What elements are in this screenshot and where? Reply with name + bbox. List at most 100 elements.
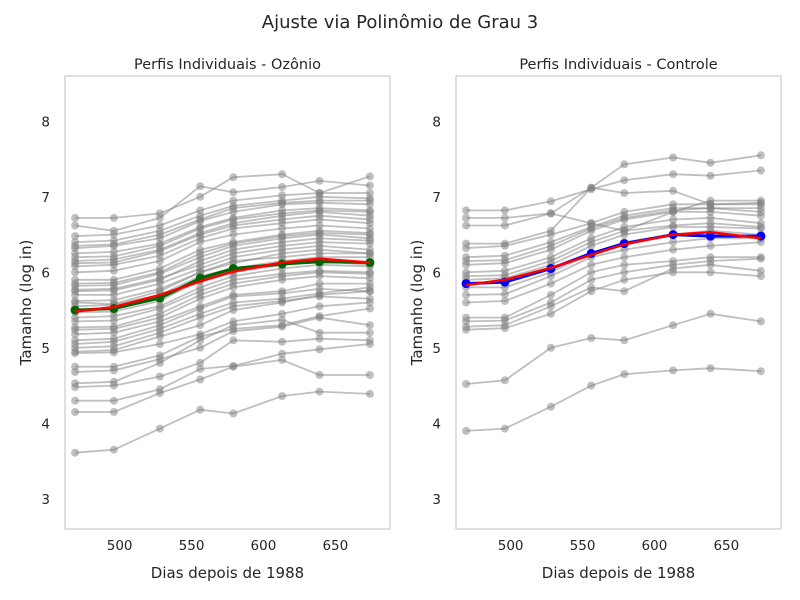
individual-profile-point (365, 172, 374, 181)
mean-profile-point (706, 231, 715, 241)
x-tick-label: 550 (179, 538, 205, 554)
x-tick-label: 600 (251, 538, 277, 554)
individual-profile-point (315, 245, 324, 254)
individual-profile-point (365, 207, 374, 216)
individual-profile-point (109, 396, 118, 405)
individual-profile-point (315, 312, 324, 321)
individual-profile-line (75, 173, 371, 219)
individual-profile-point (500, 239, 509, 248)
individual-profile-point (155, 424, 164, 433)
individual-profile-point (587, 268, 596, 277)
individual-profile-point (196, 230, 205, 239)
individual-profile-line (75, 237, 370, 293)
individual-profile-line (75, 232, 370, 285)
individual-profile-point (71, 287, 80, 296)
individual-profile (71, 234, 374, 296)
individual-profile-line (75, 229, 370, 281)
individual-profile-point (155, 328, 164, 337)
individual-profile-point (365, 294, 374, 303)
individual-profile-point (71, 253, 80, 262)
individual-profile-point (196, 364, 205, 373)
individual-profile-point (546, 309, 555, 318)
individual-profile-point (278, 269, 287, 278)
individual-profile-point (196, 321, 205, 330)
y-tick-label: 4 (41, 416, 50, 432)
individual-profile-line (75, 209, 370, 259)
individual-profile-point (196, 224, 205, 233)
x-tick-label: 550 (570, 538, 596, 554)
individual-profile-point (462, 239, 471, 248)
individual-profile-point (620, 245, 629, 254)
individual-profile-point (278, 215, 287, 224)
individual-profile-point (71, 298, 80, 307)
individual-profile-point (155, 209, 164, 218)
individual-profile-point (71, 241, 80, 250)
individual-profile-point (109, 316, 118, 325)
individual-profile-point (587, 224, 596, 233)
individual-profile-point (546, 241, 555, 250)
individual-profile-point (196, 192, 205, 201)
individual-profile-point (669, 238, 678, 247)
individual-profile-point (365, 249, 374, 258)
individual-profile-point (706, 268, 715, 277)
y-tick-labels: 3 4 5 6 7 8 (432, 114, 441, 508)
individual-profile-line (75, 252, 370, 302)
y-tick-label: 3 (432, 492, 441, 508)
individual-profile-line (75, 275, 370, 331)
individual-profile-point (587, 183, 596, 192)
individual-profile-point (365, 196, 374, 205)
individual-profile-point (278, 297, 287, 305)
individual-profile-point (229, 275, 238, 284)
individual-profile-line (75, 201, 370, 249)
individual-profile-line (466, 226, 761, 281)
individual-profile (462, 309, 765, 388)
individual-profile-line (75, 295, 370, 349)
individual-profile-point (71, 323, 80, 332)
individual-profile-point (278, 191, 287, 200)
polynomial-fit (74, 257, 370, 313)
individual-profile-point (365, 389, 374, 398)
individual-profile-line (75, 282, 370, 336)
individual-profile-point (620, 253, 629, 262)
individual-profile-point (365, 230, 374, 239)
individual-profile-line (466, 207, 761, 262)
individual-profile-point (669, 221, 678, 230)
individual-profile-point (365, 336, 374, 345)
individual-profile-point (71, 279, 80, 288)
individual-profile (71, 340, 374, 405)
individual-profile-point (587, 238, 596, 247)
individual-profile-point (546, 279, 555, 288)
individual-profile (71, 355, 374, 416)
x-tick-labels: 500 550 600 650 (498, 538, 739, 554)
individual-profile-point (229, 317, 238, 326)
individual-profile-line (466, 367, 761, 432)
individual-profile-point (587, 381, 596, 390)
individual-profile-point (500, 297, 509, 305)
individual-profile-point (71, 259, 80, 268)
individual-profile-point (109, 322, 118, 331)
individual-profile-point (229, 204, 238, 213)
individual-profile-point (462, 290, 471, 299)
individual-profile-point (500, 376, 509, 385)
individual-profile-point (109, 252, 118, 261)
individual-profile-point (546, 257, 555, 265)
individual-profile-point (71, 343, 80, 352)
individual-profile-line (74, 179, 370, 232)
individual-profile-point (706, 253, 715, 262)
individual-profile-point (462, 257, 471, 265)
individual-profile-point (196, 182, 205, 191)
individual-profile-line (75, 290, 370, 353)
individual-profile (462, 364, 765, 435)
individual-profile-point (229, 196, 238, 205)
individual-profile-point (278, 170, 287, 179)
individual-profile-point (196, 304, 205, 313)
individual-profile-point (500, 313, 509, 322)
individual-profile (462, 238, 765, 307)
individual-profile-point (315, 334, 324, 343)
chart-controle: Perfis Individuais - Controle Dias depoi… (408, 57, 782, 582)
individual-profile-point (278, 183, 287, 191)
individual-profile-point (706, 241, 715, 250)
individual-profile-point (365, 321, 374, 330)
individual-profile-point (155, 304, 164, 313)
